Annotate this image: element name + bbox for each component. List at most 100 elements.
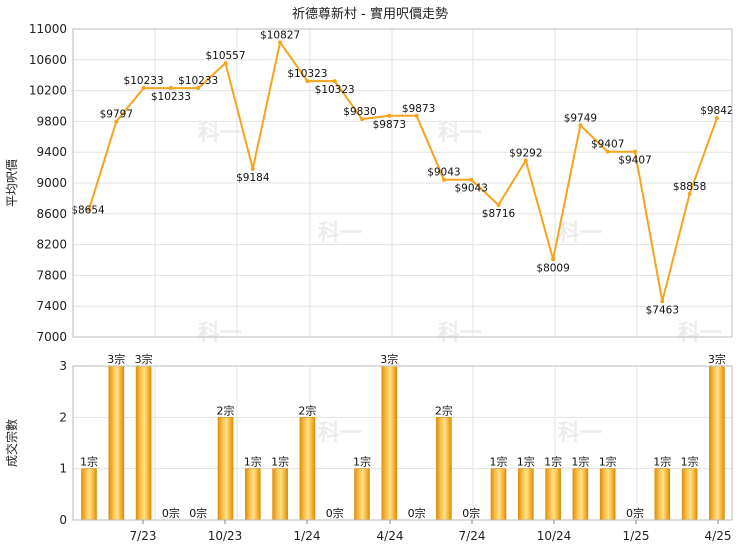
chart-title: 祈德尊新村 - 實用呎價走勢 (292, 6, 448, 22)
volume-bar-label: 1宗 (271, 455, 289, 469)
volume-bar-label: 0宗 (626, 506, 644, 520)
price-y-tick-label: 7800 (36, 268, 67, 282)
price-point (605, 149, 610, 154)
volume-bar-label: 1宗 (681, 455, 699, 469)
price-data-label: $8009 (536, 262, 569, 274)
watermark-text: 科一 (318, 221, 362, 246)
x-tick-label: 4/24 (377, 529, 404, 543)
volume-bar-label: 2宗 (435, 403, 453, 417)
volume-y-tick-label: 0 (59, 513, 67, 527)
price-y-tick-label: 7400 (36, 299, 67, 313)
volume-grid (73, 365, 732, 521)
price-y-tick-label: 10200 (29, 84, 67, 98)
price-data-label: $9749 (564, 112, 597, 124)
volume-bar-label: 1宗 (517, 455, 535, 469)
volume-bar (654, 468, 671, 521)
volume-y-tick-label: 2 (59, 410, 67, 424)
price-y-tick-label: 8200 (36, 238, 67, 252)
price-point (305, 79, 310, 84)
price-grid (73, 28, 732, 338)
price-point (360, 117, 364, 122)
price-line-layer (87, 39, 719, 304)
volume-bars (81, 365, 725, 521)
volume-bar-label: 3宗 (380, 352, 398, 366)
price-data-label: $10323 (315, 84, 355, 96)
axes: 7000 7400 7800 8200 8600 9000 9400 9800 10200 106… (29, 22, 733, 543)
price-point (223, 61, 228, 66)
x-tick-label: 10/24 (537, 529, 572, 543)
price-data-label: $9184 (236, 172, 270, 184)
volume-bar-label: 3宗 (135, 352, 153, 366)
watermark-text: 科一 (198, 121, 242, 146)
volume-bar-label: 0宗 (462, 506, 480, 520)
volume-y-axis-label: 成交宗數 (4, 419, 19, 467)
watermark-text: 科一 (438, 321, 482, 346)
price-point (141, 86, 146, 91)
price-point (578, 123, 583, 128)
price-point (196, 86, 201, 91)
volume-bar (517, 468, 534, 521)
price-data-label: $10233 (151, 91, 191, 103)
price-point (250, 166, 255, 171)
price-point (714, 116, 719, 121)
volume-bar-label: 0宗 (162, 506, 180, 520)
x-tick-label: 4/25 (705, 529, 732, 543)
volume-y-tick-label: 1 (59, 462, 67, 476)
price-data-label: $8858 (673, 181, 706, 193)
x-tick-label: 10/23 (208, 529, 243, 543)
price-data-label: $8654 (71, 205, 105, 217)
volume-bar-label: 1宗 (353, 455, 371, 469)
x-tick-label: 7/24 (459, 529, 486, 543)
price-series-line (88, 39, 718, 302)
watermark-text: 科一 (558, 421, 602, 446)
watermark-text: 科一 (438, 121, 482, 146)
volume-bar-label: 3宗 (107, 352, 125, 366)
price-y-tick-label: 9000 (36, 176, 67, 190)
price-point (551, 257, 556, 262)
volume-bar (599, 468, 616, 521)
volume-bar-label: 1宗 (653, 455, 671, 469)
price-data-label: $9842 (700, 105, 733, 117)
price-data-label: $9830 (343, 106, 376, 118)
price-y-tick-label: 10600 (29, 53, 67, 67)
watermark-text: 科一 (678, 321, 722, 346)
volume-bar (245, 468, 261, 521)
price-point (633, 149, 637, 154)
volume-bar (545, 468, 561, 521)
x-tick-label: 1/24 (294, 529, 321, 543)
volume-bar (709, 365, 725, 521)
volume-bar (381, 365, 398, 521)
price-point (414, 113, 419, 118)
price-data-label: $10233 (124, 75, 164, 87)
volume-bar-label: 1宗 (80, 455, 98, 469)
volume-bar (436, 417, 452, 521)
price-point (387, 113, 392, 118)
price-y-tick-label: 11000 (29, 22, 67, 36)
volume-bar-label: 2宗 (217, 403, 235, 417)
price-y-tick-label: 7000 (36, 330, 67, 344)
volume-bar-label: 1宗 (544, 455, 562, 469)
volume-bar (572, 468, 589, 521)
volume-bar (354, 468, 370, 521)
price-y-tick-label: 9400 (36, 145, 67, 159)
volume-y-tick-label: 3 (59, 359, 67, 373)
volume-bar (108, 365, 125, 521)
volume-bar-label: 2宗 (298, 403, 316, 417)
price-point (687, 191, 692, 196)
price-point (496, 202, 501, 207)
price-data-label: $10827 (260, 29, 300, 41)
price-data-label: $9043 (454, 183, 487, 195)
volume-bar-label: 0宗 (189, 506, 207, 520)
volume-bar (681, 468, 698, 521)
volume-bar (299, 417, 316, 521)
price-data-label: $10233 (178, 75, 218, 87)
price-data-label: $10557 (205, 50, 245, 62)
x-tick-label: 1/25 (623, 529, 650, 543)
watermark-text: 科一 (558, 221, 602, 246)
price-point (87, 207, 91, 212)
price-data-label: $9873 (373, 119, 406, 131)
price-point (114, 119, 119, 124)
price-data-label: $9797 (100, 109, 133, 121)
